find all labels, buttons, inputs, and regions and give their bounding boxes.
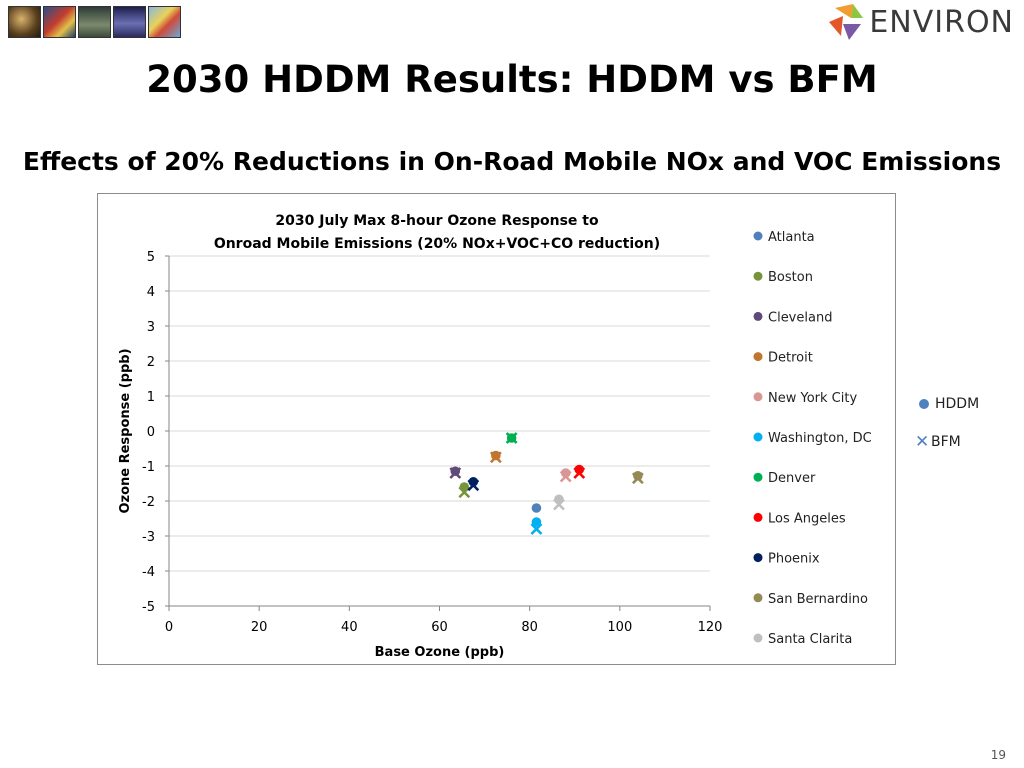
x-tick-label: 100: [607, 620, 632, 635]
hddm-point-los-angeles: [574, 464, 585, 475]
scatter-chart: 2030 July Max 8-hour Ozone Response to On…: [118, 213, 872, 660]
slide-subtitle: Effects of 20% Reductions in On-Road Mob…: [22, 147, 1002, 176]
y-tick-label: 0: [147, 425, 155, 440]
windmill-image: [78, 6, 111, 38]
header-image-strip: [8, 6, 181, 38]
y-tick-label: -1: [142, 460, 155, 475]
hddm-point-santa-clarita: [554, 494, 564, 505]
legend-label-detroit: Detroit: [768, 351, 813, 366]
hddm-point-boston: [459, 482, 470, 492]
x-tick-label: 80: [521, 620, 538, 635]
chart-frame: 2030 July Max 8-hour Ozone Response to On…: [97, 193, 896, 665]
hddm-legend-label: HDDM: [935, 396, 980, 412]
bridge-night-image: [113, 6, 146, 38]
legend-label-atlanta: Atlanta: [768, 230, 815, 245]
bfm-x-icon: ✕: [915, 432, 930, 452]
legend-marker-san-bernardino: [753, 593, 763, 603]
legend-label-phoenix: Phoenix: [768, 552, 820, 567]
legend-label-cleveland: Cleveland: [768, 310, 832, 325]
legend-marker-boston: [753, 271, 763, 281]
hddm-point-new-york-city: [560, 468, 571, 478]
legend-marker-phoenix: [753, 553, 763, 563]
legend-label-boston: Boston: [768, 270, 813, 285]
legend-marker-denver: [753, 472, 763, 482]
environ-logo-text: ENVIRON: [869, 4, 1014, 40]
bfm-point-washington-dc: [530, 523, 543, 535]
hddm-point-detroit: [491, 450, 501, 461]
environ-logo: ENVIRON: [827, 2, 1014, 42]
chart-title-line: Onroad Mobile Emissions (20% NOx+VOC+CO …: [214, 236, 660, 252]
hddm-point-phoenix: [468, 476, 479, 487]
chart-title-line: 2030 July Max 8-hour Ozone Response to: [275, 213, 599, 229]
legend-label-washington-dc: Washington, DC: [768, 431, 872, 446]
y-tick-label: 3: [147, 320, 155, 335]
y-tick-label: -2: [142, 495, 155, 510]
legend-marker-santa-clarita: [753, 633, 763, 643]
marker-legend: HDDM ✕ BFM: [915, 385, 979, 461]
globe-image: [8, 6, 41, 38]
legend-marker-los-angeles: [753, 512, 763, 522]
legend-marker-detroit: [753, 352, 763, 362]
y-tick-label: 2: [147, 355, 155, 370]
legend-marker-washington-dc: [753, 432, 763, 442]
hddm-point-atlanta: [531, 503, 542, 513]
y-tick-label: -5: [142, 600, 155, 615]
slide-title: 2030 HDDM Results: HDDM vs BFM: [146, 58, 878, 101]
x-tick-label: 40: [341, 620, 358, 635]
hddm-legend-entry: HDDM: [915, 385, 979, 423]
hddm-point-cleveland: [450, 466, 461, 477]
bfm-legend-entry: ✕ BFM: [915, 423, 979, 461]
y-tick-label: 5: [147, 250, 155, 265]
y-tick-label: 4: [147, 285, 155, 300]
y-tick-label: -3: [142, 530, 155, 545]
hddm-point-denver: [506, 433, 517, 443]
environ-logo-mark-icon: [829, 4, 864, 40]
x-tick-label: 0: [165, 620, 173, 635]
y-tick-label: -4: [142, 565, 155, 580]
hddm-point-san-bernardino: [633, 471, 643, 481]
legend-label-new-york-city: New York City: [768, 391, 857, 406]
y-tick-label: 1: [147, 390, 155, 405]
x-tick-label: 120: [698, 620, 723, 635]
legend-marker-cleveland: [753, 311, 763, 321]
legend-label-santa-clarita: Santa Clarita: [768, 632, 852, 647]
hddm-point-washington-dc: [531, 517, 542, 527]
x-tick-label: 20: [251, 620, 268, 635]
balloon-image: [148, 6, 181, 38]
bfm-legend-label: BFM: [931, 434, 961, 450]
page-number: 19: [990, 748, 1006, 762]
legend-label-los-angeles: Los Angeles: [768, 511, 846, 526]
satellite-map-image: [43, 6, 76, 38]
hddm-dot-icon: [919, 399, 929, 409]
legend-label-san-bernardino: San Bernardino: [768, 592, 868, 607]
y-axis-label: Ozone Response (ppb): [118, 348, 133, 513]
x-tick-label: 60: [431, 620, 448, 635]
legend-marker-new-york-city: [753, 392, 763, 402]
x-axis-label: Base Ozone (ppb): [375, 645, 505, 660]
legend-label-denver: Denver: [768, 471, 816, 486]
legend-marker-atlanta: [753, 231, 763, 241]
